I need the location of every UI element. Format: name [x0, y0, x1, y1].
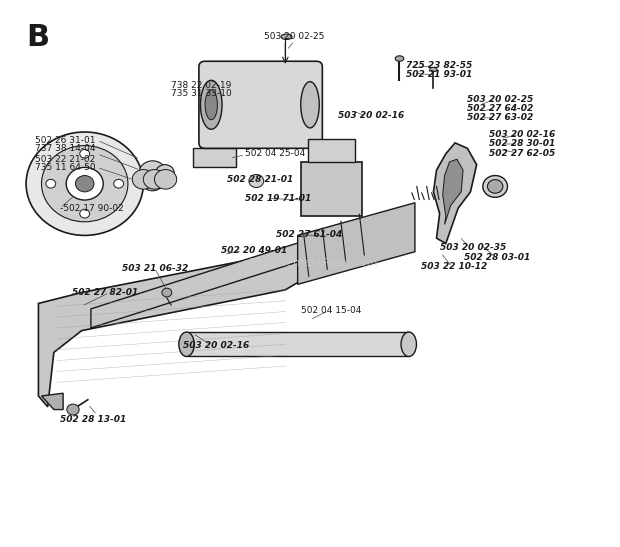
Text: 502 04 15-04: 502 04 15-04 [301, 306, 361, 315]
Text: B: B [26, 23, 49, 52]
Ellipse shape [205, 90, 218, 120]
Text: 502 27 82-01: 502 27 82-01 [73, 288, 139, 297]
Ellipse shape [430, 67, 437, 72]
Text: 503 20 02-25: 503 20 02-25 [467, 95, 534, 104]
Circle shape [162, 288, 172, 297]
Polygon shape [91, 227, 347, 328]
Circle shape [157, 174, 172, 188]
Ellipse shape [301, 82, 319, 128]
Circle shape [42, 146, 128, 222]
Ellipse shape [395, 56, 404, 61]
Text: 502 28 30-01: 502 28 30-01 [489, 139, 556, 148]
FancyBboxPatch shape [199, 61, 322, 148]
Text: 502 27 62-05: 502 27 62-05 [489, 149, 556, 158]
Text: 502 27 61-04: 502 27 61-04 [276, 230, 342, 239]
Text: 725 23 82-55: 725 23 82-55 [405, 61, 472, 70]
Text: 503 20 02-35: 503 20 02-35 [440, 243, 506, 252]
Text: 502 28 13-01: 502 28 13-01 [60, 415, 126, 424]
Ellipse shape [200, 80, 222, 129]
Circle shape [26, 132, 143, 235]
Circle shape [141, 171, 164, 191]
Polygon shape [38, 249, 304, 407]
Polygon shape [42, 393, 63, 410]
Text: 502 19 71-01: 502 19 71-01 [245, 194, 311, 203]
Ellipse shape [487, 179, 503, 193]
Text: 503 20 02-16: 503 20 02-16 [489, 130, 556, 139]
Text: 502 27 63-02: 502 27 63-02 [467, 113, 534, 123]
Polygon shape [433, 143, 477, 243]
Text: 502 04 25-04: 502 04 25-04 [245, 149, 306, 158]
Text: 502 28 21-01: 502 28 21-01 [227, 176, 293, 184]
Ellipse shape [483, 176, 508, 197]
Text: 503 22 10-12: 503 22 10-12 [421, 263, 487, 271]
Text: 738 22 02-19: 738 22 02-19 [171, 82, 231, 90]
Circle shape [46, 179, 56, 188]
Circle shape [66, 167, 104, 200]
Text: 503 22 21-02: 503 22 21-02 [35, 155, 95, 164]
Text: 502 21 93-01: 502 21 93-01 [405, 71, 472, 79]
Circle shape [143, 170, 166, 189]
Circle shape [76, 176, 94, 192]
Text: 735 31 33-10: 735 31 33-10 [171, 89, 232, 98]
Polygon shape [298, 203, 415, 284]
Circle shape [67, 404, 79, 415]
Bar [187, 332, 409, 357]
Text: 502 27 64-02: 502 27 64-02 [467, 104, 534, 113]
Ellipse shape [281, 34, 292, 39]
Circle shape [80, 149, 90, 158]
Text: 503 20 02-16: 503 20 02-16 [338, 111, 404, 120]
Circle shape [139, 161, 166, 185]
Text: eReplacementParts.com: eReplacementParts.com [242, 258, 378, 267]
Text: 503 20 02-25: 503 20 02-25 [264, 32, 325, 41]
Polygon shape [443, 159, 463, 224]
Text: -502 17 90-02: -502 17 90-02 [60, 203, 124, 213]
Circle shape [132, 170, 154, 189]
Ellipse shape [179, 332, 194, 357]
Circle shape [156, 165, 174, 181]
Ellipse shape [401, 332, 417, 357]
Text: 502 26 31-01: 502 26 31-01 [35, 136, 96, 144]
Circle shape [154, 170, 177, 189]
Bar [301, 162, 363, 217]
Polygon shape [193, 148, 236, 167]
Text: 503 20 02-16: 503 20 02-16 [184, 341, 250, 350]
Text: 502 28 03-01: 502 28 03-01 [464, 253, 531, 261]
Circle shape [113, 179, 123, 188]
Bar [308, 139, 355, 162]
Text: 735 11 64-50: 735 11 64-50 [35, 163, 96, 172]
Circle shape [80, 210, 90, 218]
Text: 502 20 49-01: 502 20 49-01 [221, 246, 287, 255]
Circle shape [249, 174, 264, 188]
Text: 737 38 14-04: 737 38 14-04 [35, 144, 96, 153]
Text: 503 21 06-32: 503 21 06-32 [122, 264, 188, 272]
